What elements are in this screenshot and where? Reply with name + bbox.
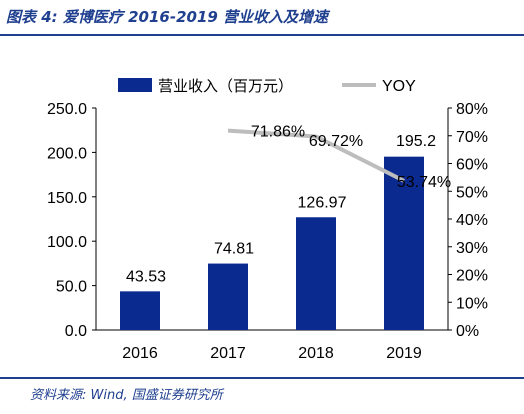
revenue-bar bbox=[296, 217, 336, 330]
x-tick-label: 2019 bbox=[386, 345, 422, 362]
legend-yoy-label: YOY bbox=[382, 78, 416, 95]
x-tick-label: 2018 bbox=[298, 345, 334, 362]
left-tick-label: 100.0 bbox=[47, 234, 87, 251]
yoy-value-label: 69.72% bbox=[309, 133, 363, 150]
right-tick-label: 40% bbox=[456, 212, 488, 229]
left-tick-label: 50.0 bbox=[56, 279, 87, 296]
yoy-line bbox=[227, 128, 405, 183]
yoy-value-label: 71.86% bbox=[251, 124, 305, 141]
right-tick-label: 60% bbox=[456, 157, 488, 174]
x-tick-label: 2016 bbox=[122, 345, 158, 362]
legend-revenue-swatch bbox=[118, 78, 152, 92]
source-rule bbox=[0, 377, 524, 379]
source-note: 资料来源: Wind, 国盛证券研究所 bbox=[30, 388, 223, 403]
right-tick-label: 10% bbox=[456, 295, 488, 312]
right-tick-label: 70% bbox=[456, 129, 488, 146]
legend-revenue-label: 营业收入（百万元） bbox=[158, 78, 293, 95]
title-rule bbox=[0, 34, 524, 36]
x-tick-label: 2017 bbox=[210, 345, 246, 362]
revenue-bar bbox=[120, 291, 160, 330]
yoy-value-label: 53.74% bbox=[397, 174, 451, 191]
right-tick-label: 20% bbox=[456, 268, 488, 285]
right-tick-label: 50% bbox=[456, 184, 488, 201]
right-tick-label: 0% bbox=[456, 323, 479, 340]
left-tick-label: 250.0 bbox=[47, 101, 87, 118]
revenue-value-label: 195.2 bbox=[396, 133, 436, 150]
revenue-value-label: 74.81 bbox=[214, 241, 254, 258]
left-tick-label: 0.0 bbox=[65, 323, 87, 340]
revenue-bar bbox=[208, 263, 248, 330]
figure-title: 图表 4: 爱博医疗 2016-2019 营业收入及增速 bbox=[6, 8, 329, 26]
right-tick-label: 30% bbox=[456, 240, 488, 257]
revenue-bar bbox=[384, 156, 424, 330]
revenue-value-label: 43.53 bbox=[126, 268, 166, 285]
right-tick-label: 80% bbox=[456, 101, 488, 118]
revenue-value-label: 126.97 bbox=[298, 194, 347, 211]
left-tick-label: 150.0 bbox=[47, 190, 87, 207]
left-tick-label: 200.0 bbox=[47, 145, 87, 162]
